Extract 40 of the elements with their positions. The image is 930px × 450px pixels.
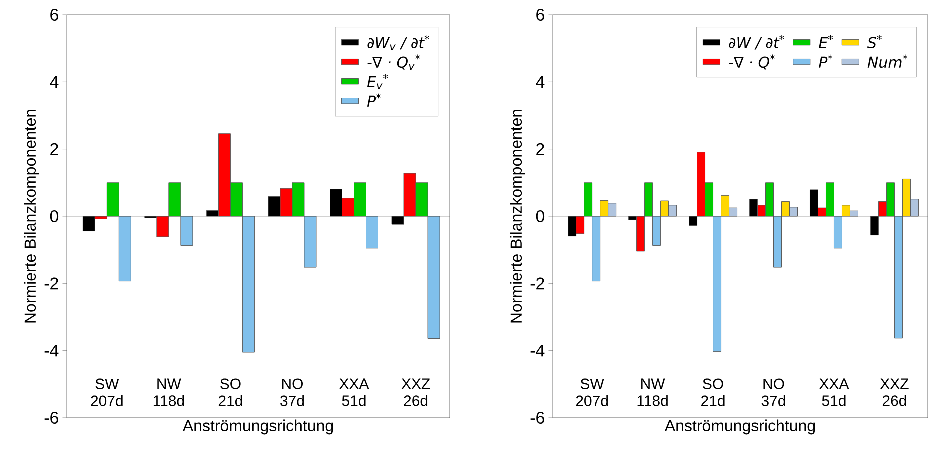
x-tick-label: SW 207d bbox=[576, 378, 608, 406]
y-axis-title: Normierte Bilanzkomponenten bbox=[24, 110, 40, 323]
legend-label: P$^{*}$ bbox=[367, 94, 382, 107]
y-axis-title: Normierte Bilanzkomponenten bbox=[510, 110, 526, 323]
legend-label: Num$^{*}$ bbox=[868, 54, 908, 68]
x-tick-label: XXA 51d bbox=[340, 378, 370, 406]
y-tick-label: 0 bbox=[50, 210, 59, 223]
x-axis-title: Anströmungsrichtung bbox=[182, 420, 334, 435]
y-tick-label: -2 bbox=[530, 278, 544, 290]
y-tick-label: 4 bbox=[50, 76, 59, 88]
x-tick-label: NW 118d bbox=[638, 378, 668, 406]
legend-label: -∇ · Q$^{*}$ bbox=[729, 54, 776, 70]
y-tick-label: 6 bbox=[536, 8, 544, 22]
legend-label: ∂W$_{v}$ / ∂t$^{*}$ bbox=[368, 35, 430, 50]
y-tick-label: 0 bbox=[536, 210, 545, 223]
y-tick-label: -4 bbox=[44, 344, 59, 357]
x-tick-label: SO 21d bbox=[702, 378, 725, 406]
x-tick-label: SW 207d bbox=[91, 378, 123, 406]
x-tick-label: NW 118d bbox=[154, 378, 184, 406]
y-tick-label: 4 bbox=[536, 76, 545, 88]
x-tick-label: XXA 51d bbox=[820, 378, 850, 406]
y-tick-label: -2 bbox=[44, 278, 58, 290]
x-axis-title: Anströmungsrichtung bbox=[664, 420, 816, 435]
legend-label: S$^{*}$ bbox=[868, 35, 882, 49]
x-tick-label: SO 21d bbox=[218, 378, 242, 406]
y-tick-label: 2 bbox=[50, 143, 58, 156]
y-tick-label: -4 bbox=[530, 344, 545, 357]
x-tick-label: XXZ 26d bbox=[880, 378, 909, 406]
y-tick-label: -6 bbox=[530, 412, 544, 424]
y-tick-label: -6 bbox=[44, 412, 58, 424]
x-tick-label: XXZ 26d bbox=[402, 378, 430, 406]
legend-label: ∂W / ∂t$^{*}$ bbox=[729, 35, 784, 50]
x-tick-label: NO 37d bbox=[762, 378, 786, 406]
x-tick-label: NO 37d bbox=[280, 378, 304, 406]
legend-label: E$_{v}$* bbox=[367, 74, 388, 90]
y-tick-label: 2 bbox=[536, 143, 544, 156]
legend-label: E$^{*}$ bbox=[819, 35, 834, 48]
legend-label: P$^{*}$ bbox=[819, 54, 833, 68]
legend-label: -∇ · Q$_{v}$* bbox=[368, 54, 420, 70]
y-tick-label: 6 bbox=[50, 8, 58, 22]
